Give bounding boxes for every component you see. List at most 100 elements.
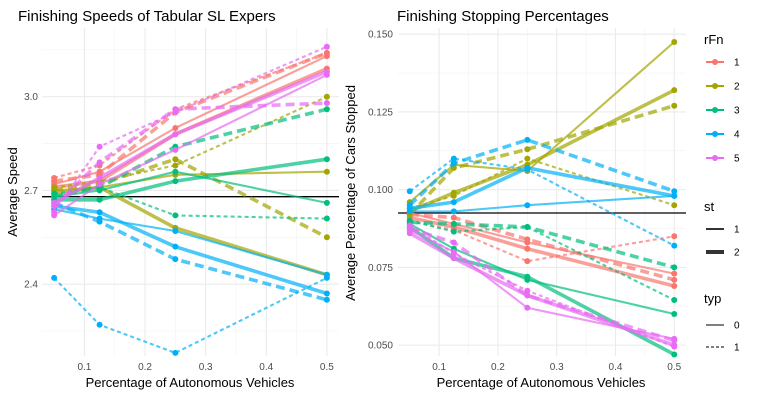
data-point	[406, 202, 413, 209]
data-point	[406, 188, 413, 195]
x-tick-label: 0.5	[667, 362, 681, 373]
legend-rfn-label: 4	[734, 130, 740, 141]
series-rfn2-st2-typ1	[406, 102, 678, 218]
series-line	[53, 201, 328, 302]
data-point	[96, 174, 103, 181]
data-point	[671, 38, 678, 45]
legend-title-rfn: rFn	[704, 32, 724, 47]
data-point	[524, 292, 531, 299]
data-point	[671, 102, 678, 109]
series-rfn4-st1-typ1	[406, 155, 678, 249]
legend-st-label: 1	[734, 225, 740, 236]
legend-rfn-label: 2	[734, 82, 740, 93]
data-point	[671, 283, 678, 290]
legend-st-items: 12	[706, 225, 740, 259]
legend-rfn-marker	[712, 59, 718, 65]
data-point	[51, 274, 58, 281]
legend-rfn-label: 3	[734, 106, 740, 117]
data-point	[524, 304, 531, 311]
data-point	[172, 178, 179, 185]
data-point	[524, 202, 531, 209]
data-point	[172, 146, 179, 153]
data-point	[51, 193, 58, 200]
series-line	[409, 157, 675, 247]
data-point	[450, 214, 457, 221]
data-point	[172, 168, 179, 175]
y-tick-label: 0.075	[368, 263, 393, 274]
data-point	[524, 164, 531, 171]
legend-rfn-marker	[712, 131, 718, 137]
x-tick-label: 0.2	[491, 362, 505, 373]
data-point	[671, 297, 678, 304]
data-point	[323, 296, 330, 303]
series-line	[409, 166, 675, 211]
series-line	[53, 52, 328, 179]
data-point	[172, 243, 179, 250]
data-point	[524, 236, 531, 243]
data-point	[524, 136, 531, 143]
data-point	[406, 230, 413, 237]
x-tick-label: 0.3	[550, 362, 564, 373]
series-line	[409, 219, 675, 301]
series-line	[409, 194, 675, 213]
series-line	[408, 138, 675, 207]
data-point	[172, 131, 179, 138]
series-line	[409, 220, 675, 270]
data-point	[323, 106, 330, 113]
data-point	[450, 220, 457, 227]
data-point	[450, 255, 457, 262]
y-tick-label: 0.100	[368, 185, 393, 196]
data-point	[450, 155, 457, 162]
series-line	[408, 103, 675, 216]
data-point	[51, 203, 58, 210]
data-point	[524, 155, 531, 162]
y-tick-label: 0.050	[368, 341, 393, 352]
speed-chart-title: Finishing Speeds of Tabular SL Expers	[18, 8, 276, 25]
speed-gridlines	[42, 28, 339, 356]
data-point	[450, 208, 457, 215]
data-point	[172, 228, 179, 235]
data-point	[671, 233, 678, 240]
series-line	[409, 226, 675, 343]
data-point	[450, 189, 457, 196]
y-tick-label: 0.150	[368, 30, 393, 41]
data-point	[524, 245, 531, 252]
y-tick-label: 2.4	[24, 280, 38, 291]
data-point	[51, 178, 58, 185]
series-line	[53, 276, 328, 354]
x-tick-label: 0.2	[138, 362, 152, 373]
legend-rfn-marker	[712, 107, 718, 113]
stopping-series	[406, 38, 678, 358]
data-point	[323, 274, 330, 281]
data-point	[323, 199, 330, 206]
series-rfn5-st2-typ0	[51, 68, 330, 206]
data-point	[323, 93, 330, 100]
data-point	[450, 239, 457, 246]
series-line	[409, 229, 675, 340]
series-line	[53, 157, 328, 239]
speed-y-ticks: 2.4 2.7 3.0	[24, 92, 38, 290]
legend-rfn-marker	[712, 83, 718, 89]
data-point	[671, 311, 678, 318]
data-point	[172, 349, 179, 356]
speed-x-ticks: 0.1 0.2 0.3 0.4 0.5	[77, 362, 334, 373]
legend-typ-label: 0	[734, 321, 740, 332]
data-point	[96, 196, 103, 203]
data-point	[172, 212, 179, 219]
series-line	[409, 212, 675, 282]
data-point	[172, 156, 179, 163]
legend-rfn-label: 1	[734, 58, 740, 69]
data-point	[671, 264, 678, 271]
data-point	[671, 87, 678, 94]
data-point	[671, 337, 678, 344]
data-point	[96, 143, 103, 150]
data-point	[524, 223, 531, 230]
data-point	[671, 270, 678, 277]
legend-st-label: 2	[734, 248, 740, 259]
data-point	[450, 228, 457, 235]
data-point	[671, 276, 678, 283]
data-point	[172, 256, 179, 263]
data-point	[323, 49, 330, 56]
data-point	[406, 225, 413, 232]
data-point	[172, 106, 179, 113]
